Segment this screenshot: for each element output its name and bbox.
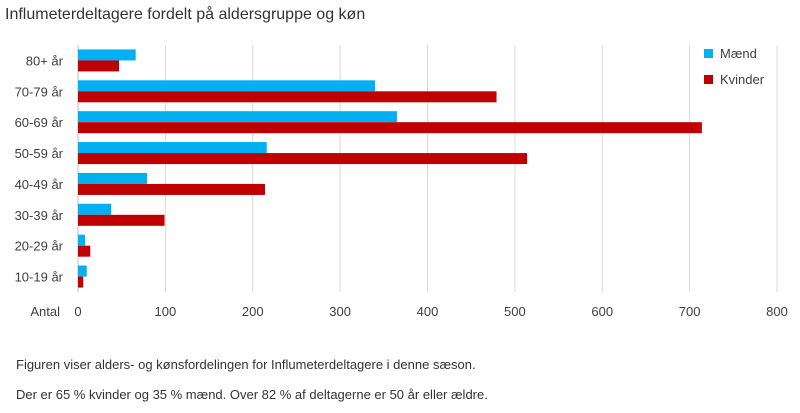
x-tick-label: 800 (766, 304, 788, 319)
bar-chart: 80+ år 70-79 år 60-69 år 50-59 år 40-49 år 30… (15, 45, 788, 319)
bar-maend (78, 49, 136, 61)
legend-swatch (704, 75, 713, 84)
gridlines (77, 45, 778, 292)
bar-kvinder (78, 276, 84, 288)
x-tick-label: 100 (155, 304, 177, 319)
category-label: 30-39 år (15, 208, 64, 223)
legend: Mænd Kvinder (704, 46, 765, 87)
bar-maend (78, 265, 87, 277)
caption-line-2: Der er 65 % kvinder og 35 % mænd. Over 8… (16, 387, 488, 402)
category-label: 10-19 år (15, 270, 64, 285)
bar-kvinder (78, 214, 165, 226)
bar-kvinder (78, 245, 91, 257)
bar-kvinder (78, 153, 528, 165)
bar-maend (78, 142, 267, 154)
x-tick-label: 500 (504, 304, 526, 319)
category-label: 20-29 år (15, 239, 64, 254)
bar-maend (78, 234, 85, 246)
bar-maend (78, 203, 112, 215)
bar-maend (78, 172, 148, 184)
bar-maend (78, 111, 397, 123)
category-label: 60-69 år (15, 115, 64, 130)
x-axis-label: Antal (30, 304, 60, 319)
x-tick-label: 300 (329, 304, 351, 319)
chart-title: Influmeterdeltagere fordelt på aldersgru… (5, 6, 366, 23)
x-tick-labels: 0 100 200 300 400 500 600 700 800 (74, 304, 787, 319)
x-tick-label: 600 (591, 304, 613, 319)
category-label: 70-79 år (15, 84, 64, 99)
category-label: 40-49 år (15, 177, 64, 192)
x-tick-label: 400 (417, 304, 439, 319)
bar-kvinder (78, 91, 497, 103)
x-tick-label: 200 (242, 304, 264, 319)
category-label: 50-59 år (15, 146, 64, 161)
category-labels: 80+ år 70-79 år 60-69 år 50-59 år 40-49 år 30… (15, 53, 64, 284)
x-tick-label: 700 (679, 304, 701, 319)
category-label: 80+ år (26, 53, 64, 68)
bars (78, 49, 702, 288)
bar-maend (78, 80, 376, 92)
bar-kvinder (78, 122, 702, 134)
legend-label: Mænd (720, 46, 757, 61)
x-tick-label: 0 (74, 304, 81, 319)
legend-label: Kvinder (720, 72, 765, 87)
caption-line-1: Figuren viser alders- og kønsfordelingen… (16, 357, 476, 372)
legend-swatch (704, 49, 713, 58)
bar-kvinder (78, 60, 120, 72)
bar-kvinder (78, 183, 265, 195)
